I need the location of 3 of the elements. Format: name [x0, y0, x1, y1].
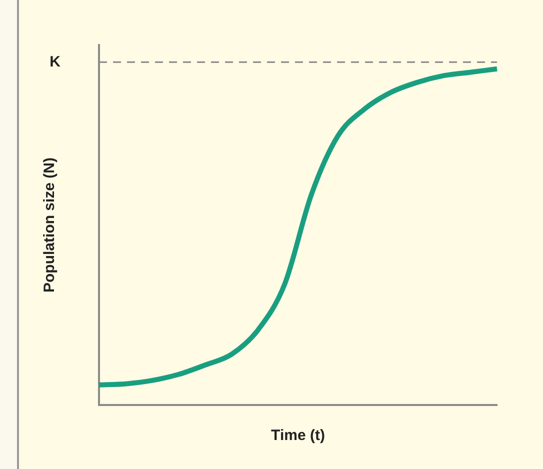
y-axis-title: Population size (N): [41, 157, 58, 292]
x-axis-title: Time (t): [271, 427, 325, 444]
ref-line-label: K: [50, 53, 61, 70]
